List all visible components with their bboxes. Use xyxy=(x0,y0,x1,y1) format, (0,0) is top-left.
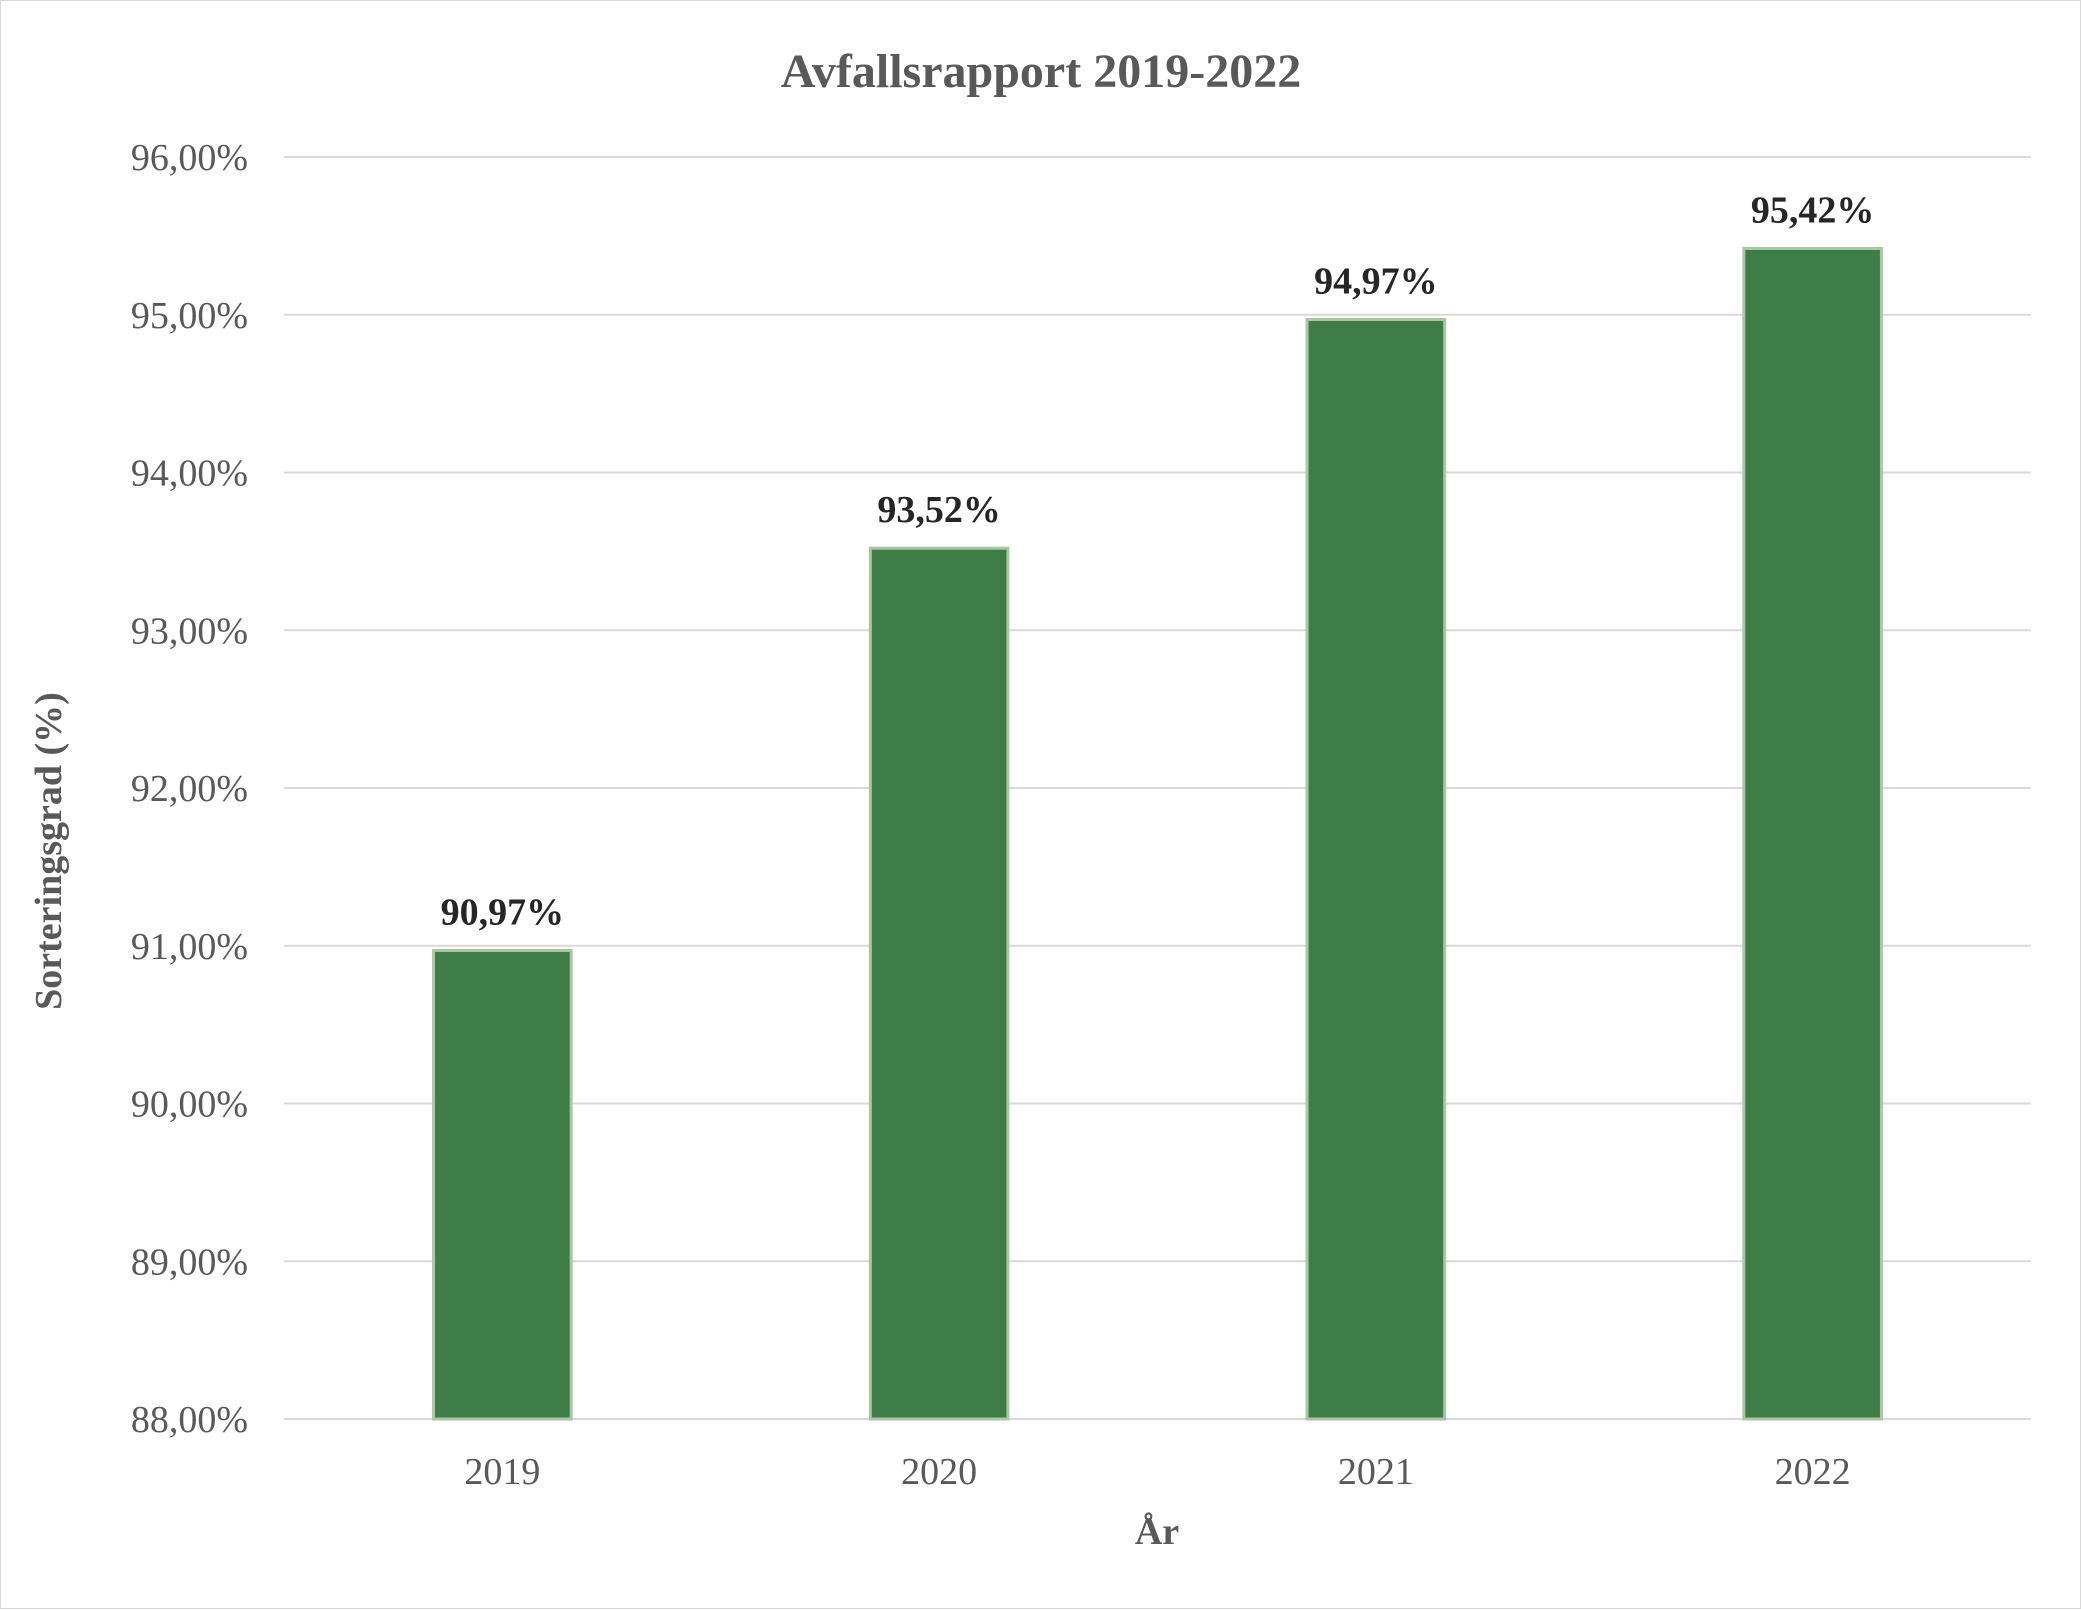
x-tick-label: 2022 xyxy=(1775,1451,1851,1493)
y-tick-label: 94,00% xyxy=(131,453,248,495)
data-label-2020: 93,52% xyxy=(877,489,1001,531)
data-labels: 90,97% 93,52% 94,97% 95,42% xyxy=(441,189,1875,933)
bar-2022 xyxy=(1742,246,1883,1421)
data-label-2019: 90,97% xyxy=(441,891,565,933)
y-axis-title: Sorteringsgrad (%) xyxy=(28,692,70,1010)
bar-2021 xyxy=(1305,317,1447,1421)
y-tick-label: 89,00% xyxy=(131,1241,248,1283)
y-tick-label: 90,00% xyxy=(131,1084,248,1126)
x-tick-label: 2020 xyxy=(901,1451,977,1493)
x-tick-label: 2021 xyxy=(1338,1451,1414,1493)
bar-2020 xyxy=(868,546,1010,1421)
x-axis-ticks: 2019 2020 2021 2022 xyxy=(464,1451,1850,1493)
y-tick-label: 96,00% xyxy=(131,137,248,179)
y-tick-label: 91,00% xyxy=(131,926,248,968)
y-tick-label: 92,00% xyxy=(131,768,248,810)
bars xyxy=(432,246,1883,1421)
y-axis-ticks: 88,00% 89,00% 90,00% 91,00% 92,00% 93,00% 94,0… xyxy=(131,137,248,1441)
y-tick-label: 88,00% xyxy=(131,1399,248,1441)
chart-title: Avfallsrapport 2019-2022 xyxy=(781,45,1301,98)
bar-2019 xyxy=(432,948,573,1421)
y-tick-label: 95,00% xyxy=(131,295,248,337)
data-label-2021: 94,97% xyxy=(1314,260,1438,302)
x-axis-title: År xyxy=(1135,1511,1179,1553)
x-tick-label: 2019 xyxy=(464,1451,540,1493)
gridlines xyxy=(284,156,2031,1420)
data-label-2022: 95,42% xyxy=(1751,189,1875,231)
y-tick-label: 93,00% xyxy=(131,610,248,652)
